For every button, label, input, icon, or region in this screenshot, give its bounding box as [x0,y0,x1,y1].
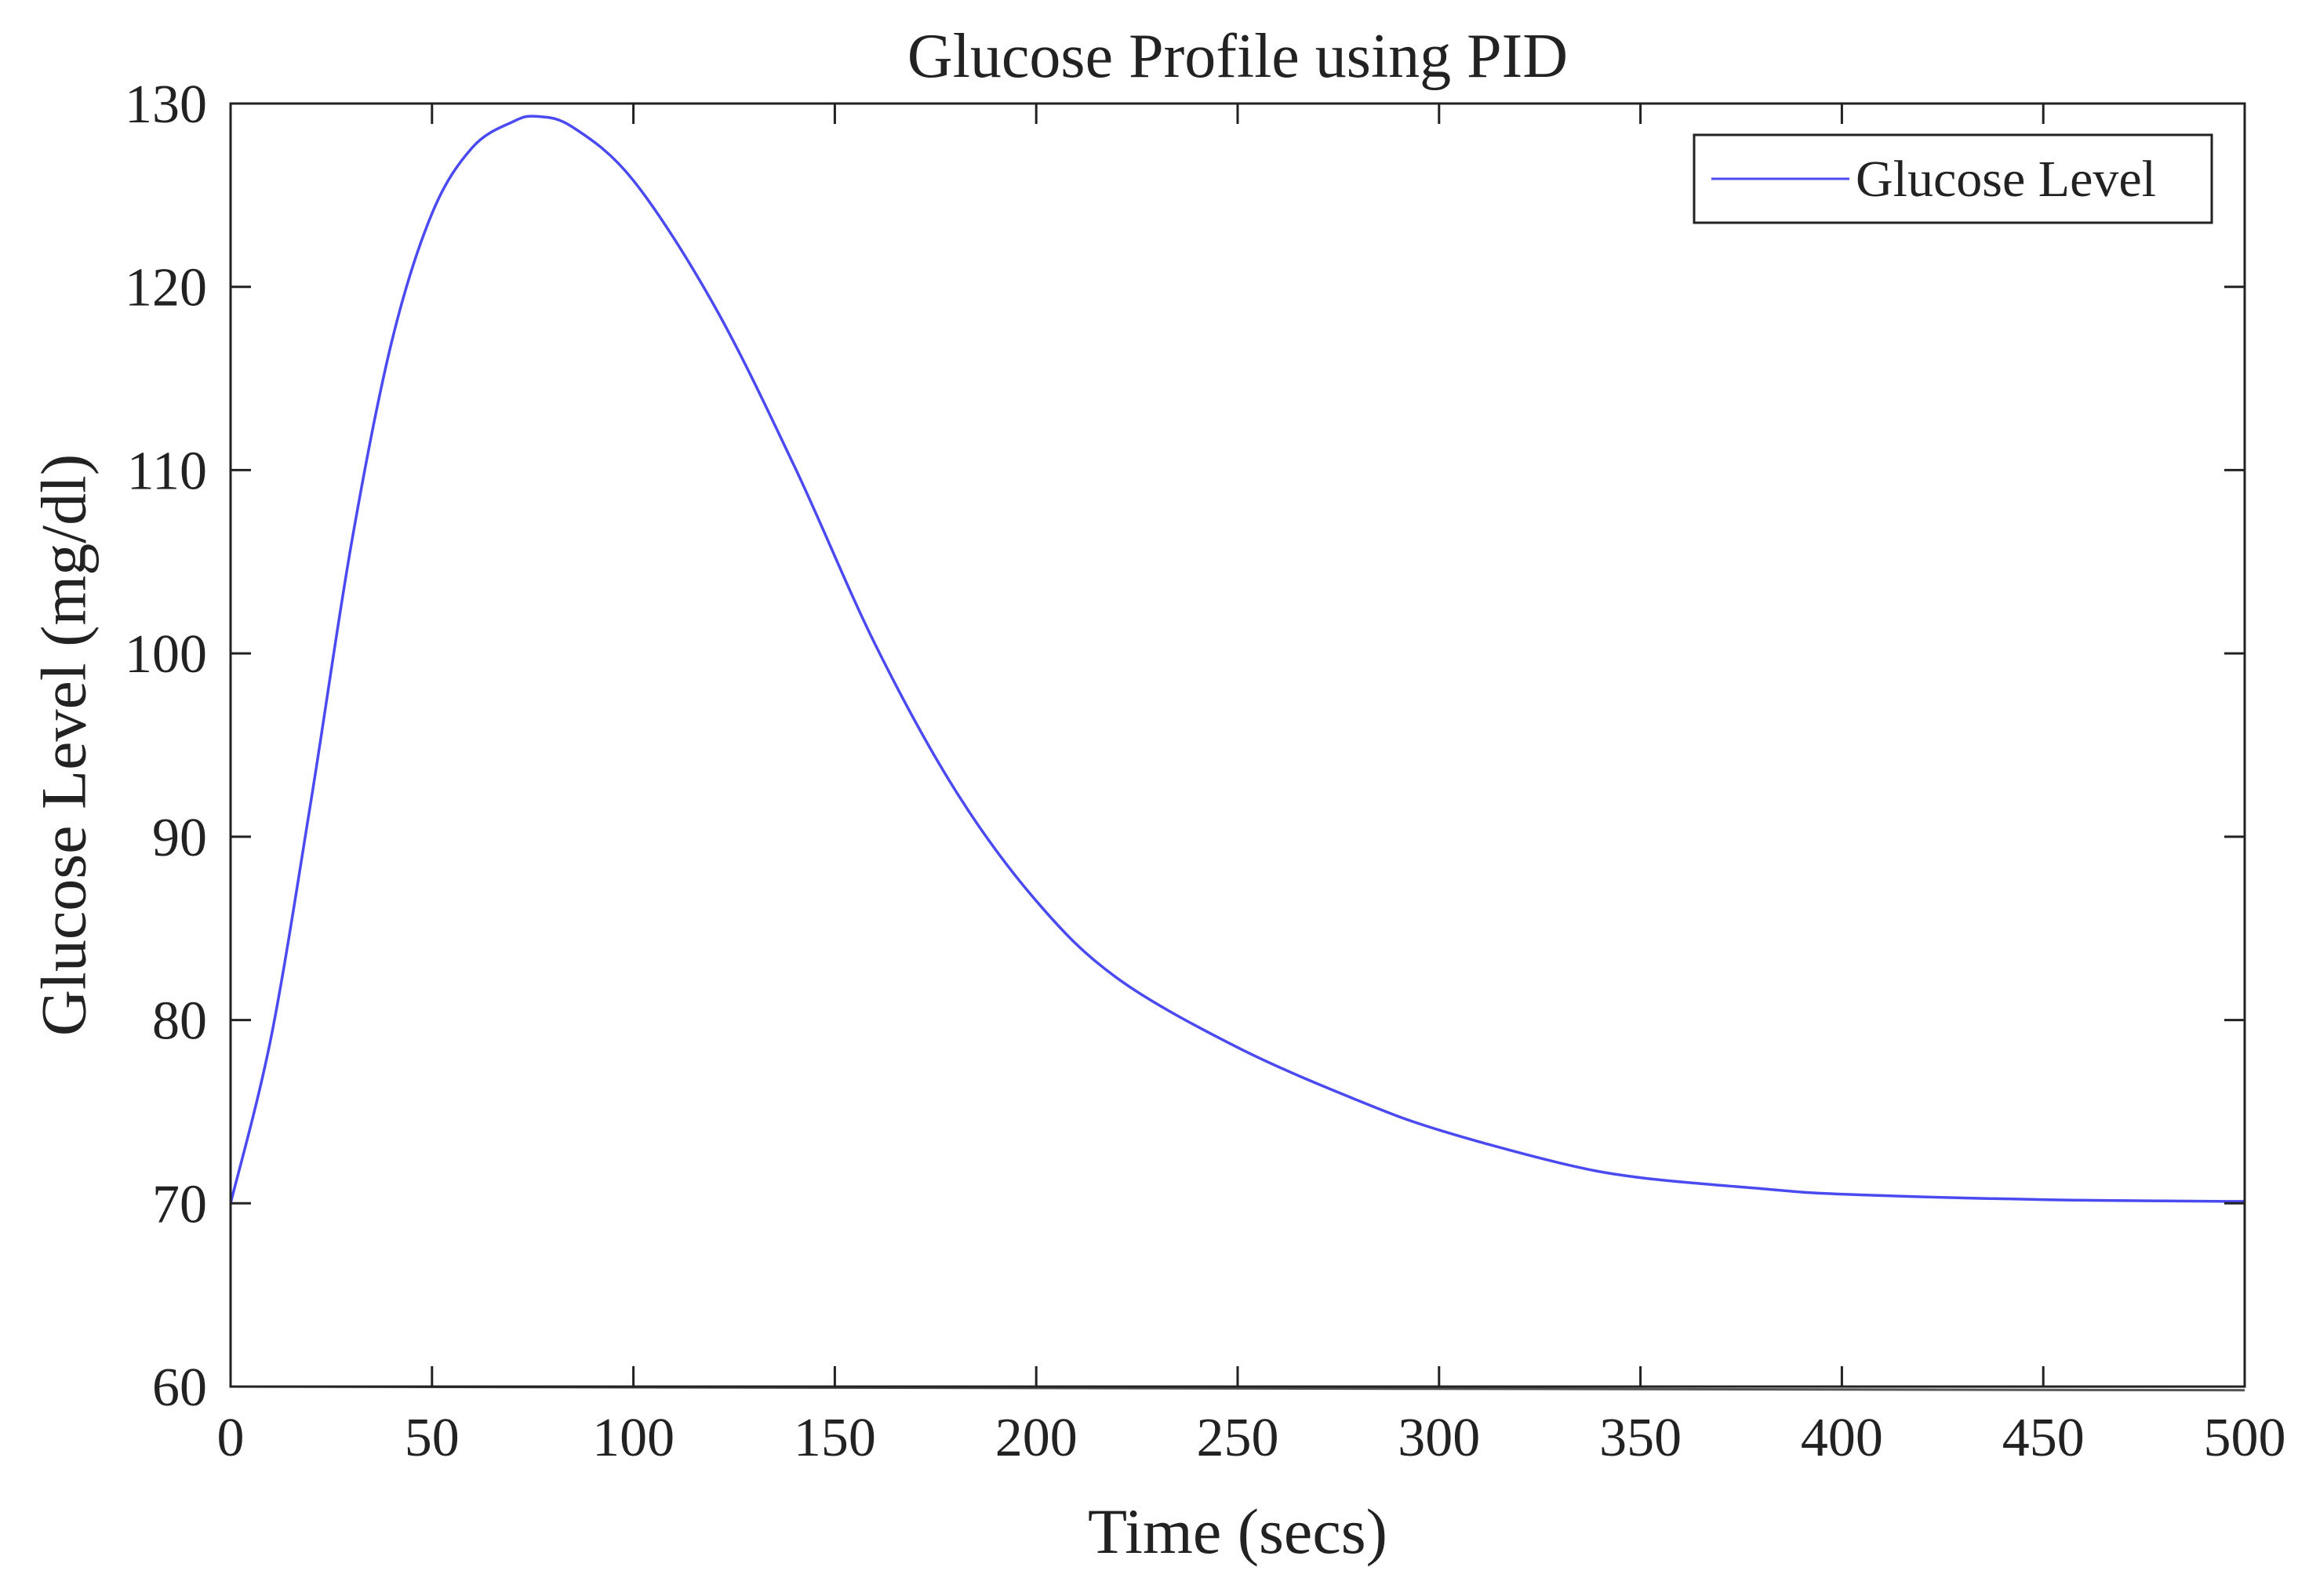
y-tick-label: 130 [125,75,207,135]
x-tick-label: 450 [2002,1408,2085,1468]
x-tick-label: 500 [2204,1408,2286,1468]
y-tick-label: 90 [152,808,207,868]
y-tick-label: 120 [125,258,207,318]
y-tick-label: 70 [152,1174,207,1234]
series-line-glucose-level [229,115,2245,1204]
x-tick-label: 150 [794,1408,876,1468]
chart-title: Glucose Profile using PID [907,22,1568,91]
legend: Glucose Level [1693,133,2213,224]
legend-label-glucose-level: Glucose Level [1856,151,2156,208]
x-tick-label: 50 [405,1408,460,1468]
x-tick-label: 300 [1398,1408,1480,1468]
x-axis-title: Time (secs) [1088,1496,1387,1567]
plot-frame [229,102,2246,1388]
x-axis: 0 50 100 150 200 250 300 350 400 450 500 [217,104,2286,1468]
y-tick-label: 60 [152,1358,207,1418]
x-tick-label: 250 [1197,1408,1279,1468]
y-tick-label: 100 [125,624,207,685]
x-tick-label: 200 [995,1408,1078,1468]
x-tick-label: 400 [1801,1408,1883,1468]
plot-area [229,115,2245,1392]
y-axis-title: Glucose Level (mg/dl) [28,454,100,1036]
y-tick-label: 80 [152,991,207,1052]
x-tick-label: 100 [592,1408,675,1468]
x-tick-label: 350 [1599,1408,1682,1468]
x-tick-label: 0 [217,1408,245,1468]
y-tick-label: 110 [127,441,207,501]
y-axis: 60 70 80 90 100 110 120 130 [125,75,2245,1418]
